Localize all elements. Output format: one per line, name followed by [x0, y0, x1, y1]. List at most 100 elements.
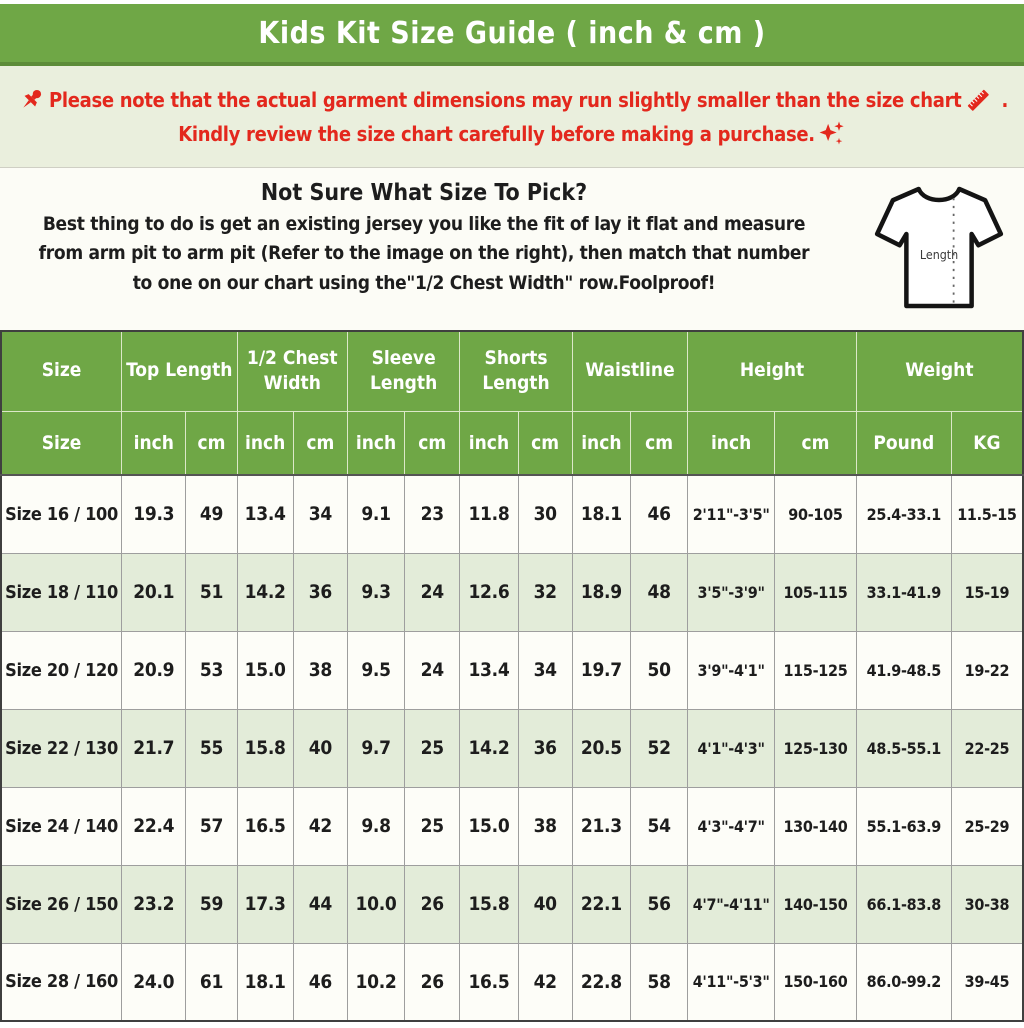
data-cell: 18.1	[236, 942, 294, 1022]
help-heading: Not Sure What Size To Pick?	[260, 180, 588, 206]
data-cell: 4'11"-5'3"	[687, 942, 776, 1022]
data-cell: 3'9"-4'1"	[687, 630, 776, 710]
data-cell: 9.3	[346, 552, 406, 632]
data-cell: 61	[185, 942, 238, 1022]
data-cell: 15-19	[950, 552, 1024, 632]
data-cell: 12.6	[459, 552, 519, 632]
data-cell: 36	[517, 708, 573, 788]
data-cell: 33.1-41.9	[855, 552, 952, 632]
data-cell: 55.1-63.9	[855, 786, 952, 866]
data-cell: 14.2	[236, 552, 294, 632]
size-cell: Size 22 / 130	[0, 708, 123, 788]
data-cell: 21.3	[571, 786, 631, 866]
unit-header-cell: inch	[459, 410, 519, 476]
data-cell: 36	[292, 552, 348, 632]
data-cell: 20.5	[571, 708, 631, 788]
unit-header-cell: inch	[687, 410, 776, 476]
data-cell: 26	[404, 864, 461, 944]
data-cell: 46	[629, 474, 689, 554]
data-cell: 44	[292, 864, 348, 944]
data-cell: 11.8	[459, 474, 519, 554]
table-row: Size 26 / 150 23.2 59 17.3 44 10.0 26 15.8 40 22.…	[0, 864, 1024, 944]
data-cell: 10.0	[346, 864, 406, 944]
data-cell: 38	[292, 630, 348, 710]
data-cell: 23.2	[121, 864, 187, 944]
data-cell: 32	[517, 552, 573, 632]
size-cell: Size 28 / 160	[0, 942, 123, 1022]
data-cell: 25-29	[950, 786, 1024, 866]
tshirt-diagram: Length	[864, 180, 1014, 319]
size-cell: Size 16 / 100	[0, 474, 123, 554]
notice-line-2: Kindly review the size chart carefully b…	[0, 120, 1024, 148]
data-cell: 19-22	[950, 630, 1024, 710]
group-header-shorts-length: Shorts Length	[459, 330, 573, 412]
notice-banner: Please note that the actual garment dime…	[0, 66, 1024, 168]
data-cell: 34	[292, 474, 348, 554]
data-cell: 56	[629, 864, 689, 944]
data-cell: 16.5	[236, 786, 294, 866]
data-cell: 30-38	[950, 864, 1024, 944]
data-cell: 4'3"-4'7"	[687, 786, 776, 866]
table-row: Size 24 / 140 22.4 57 16.5 42 9.8 25 15.0 38 21.3…	[0, 786, 1024, 866]
data-cell: 9.8	[346, 786, 406, 866]
unit-header-cell: inch	[121, 410, 187, 476]
unit-header-cell: KG	[950, 410, 1024, 476]
table-row: Size 16 / 100 19.3 49 13.4 34 9.1 23 11.8 30 18.1…	[0, 474, 1024, 554]
data-cell: 46	[292, 942, 348, 1022]
group-header-sleeve-length: Sleeve Length	[346, 330, 461, 412]
data-cell: 52	[629, 708, 689, 788]
data-cell: 19.7	[571, 630, 631, 710]
data-cell: 90-105	[774, 474, 857, 554]
data-cell: 10.2	[346, 942, 406, 1022]
data-cell: 34	[517, 630, 573, 710]
data-cell: 115-125	[774, 630, 857, 710]
data-cell: 40	[292, 708, 348, 788]
data-cell: 30	[517, 474, 573, 554]
data-cell: 25	[404, 786, 461, 866]
table-row: Size 20 / 120 20.9 53 15.0 38 9.5 24 13.4 34 19.7…	[0, 630, 1024, 710]
data-cell: 4'1"-4'3"	[687, 708, 776, 788]
data-cell: 16.5	[459, 942, 519, 1022]
data-cell: 24	[404, 630, 461, 710]
unit-header-cell: cm	[404, 410, 461, 476]
data-cell: 15.8	[459, 864, 519, 944]
unit-header-cell: inch	[346, 410, 406, 476]
data-cell: 24.0	[121, 942, 187, 1022]
group-header-weight: Weight	[855, 330, 1024, 412]
group-header-height: Height	[687, 330, 857, 412]
data-cell: 39-45	[950, 942, 1024, 1022]
title-bar: Kids Kit Size Guide ( inch & cm )	[0, 4, 1024, 66]
size-cell: Size 18 / 110	[0, 552, 123, 632]
group-header-size: Size	[0, 330, 123, 412]
data-cell: 21.7	[121, 708, 187, 788]
data-cell: 48.5-55.1	[855, 708, 952, 788]
data-cell: 25.4-33.1	[855, 474, 952, 554]
data-cell: 22.1	[571, 864, 631, 944]
notice-text-1: Please note that the actual garment dime…	[49, 88, 962, 112]
data-cell: 57	[185, 786, 238, 866]
data-cell: 53	[185, 630, 238, 710]
data-cell: 105-115	[774, 552, 857, 632]
data-cell: 14.2	[459, 708, 519, 788]
group-header-1-2-chest-width: 1/2 Chest Width	[236, 330, 348, 412]
size-cell: Size 24 / 140	[0, 786, 123, 866]
data-cell: 11.5-15	[950, 474, 1024, 554]
sizing-help-section: Not Sure What Size To Pick? Best thing t…	[0, 168, 1024, 330]
data-cell: 20.1	[121, 552, 187, 632]
data-cell: 55	[185, 708, 238, 788]
data-cell: 49	[185, 474, 238, 554]
data-cell: 59	[185, 864, 238, 944]
data-cell: 18.9	[571, 552, 631, 632]
notice-text-1-suffix: .	[995, 88, 1008, 112]
pushpin-icon	[16, 85, 46, 115]
data-cell: 23	[404, 474, 461, 554]
notice-text-2: Kindly review the size chart carefully b…	[178, 122, 815, 146]
data-cell: 25	[404, 708, 461, 788]
data-cell: 19.3	[121, 474, 187, 554]
sparkles-icon	[818, 120, 846, 148]
data-cell: 42	[292, 786, 348, 866]
unit-header-cell: cm	[185, 410, 238, 476]
data-cell: 2'11"-3'5"	[687, 474, 776, 554]
size-table: Size Top Length 1/2 Chest Width Sleeve Leng…	[0, 330, 1024, 1022]
table-row: Size 18 / 110 20.1 51 14.2 36 9.3 24 12.6 32 18.9…	[0, 552, 1024, 632]
